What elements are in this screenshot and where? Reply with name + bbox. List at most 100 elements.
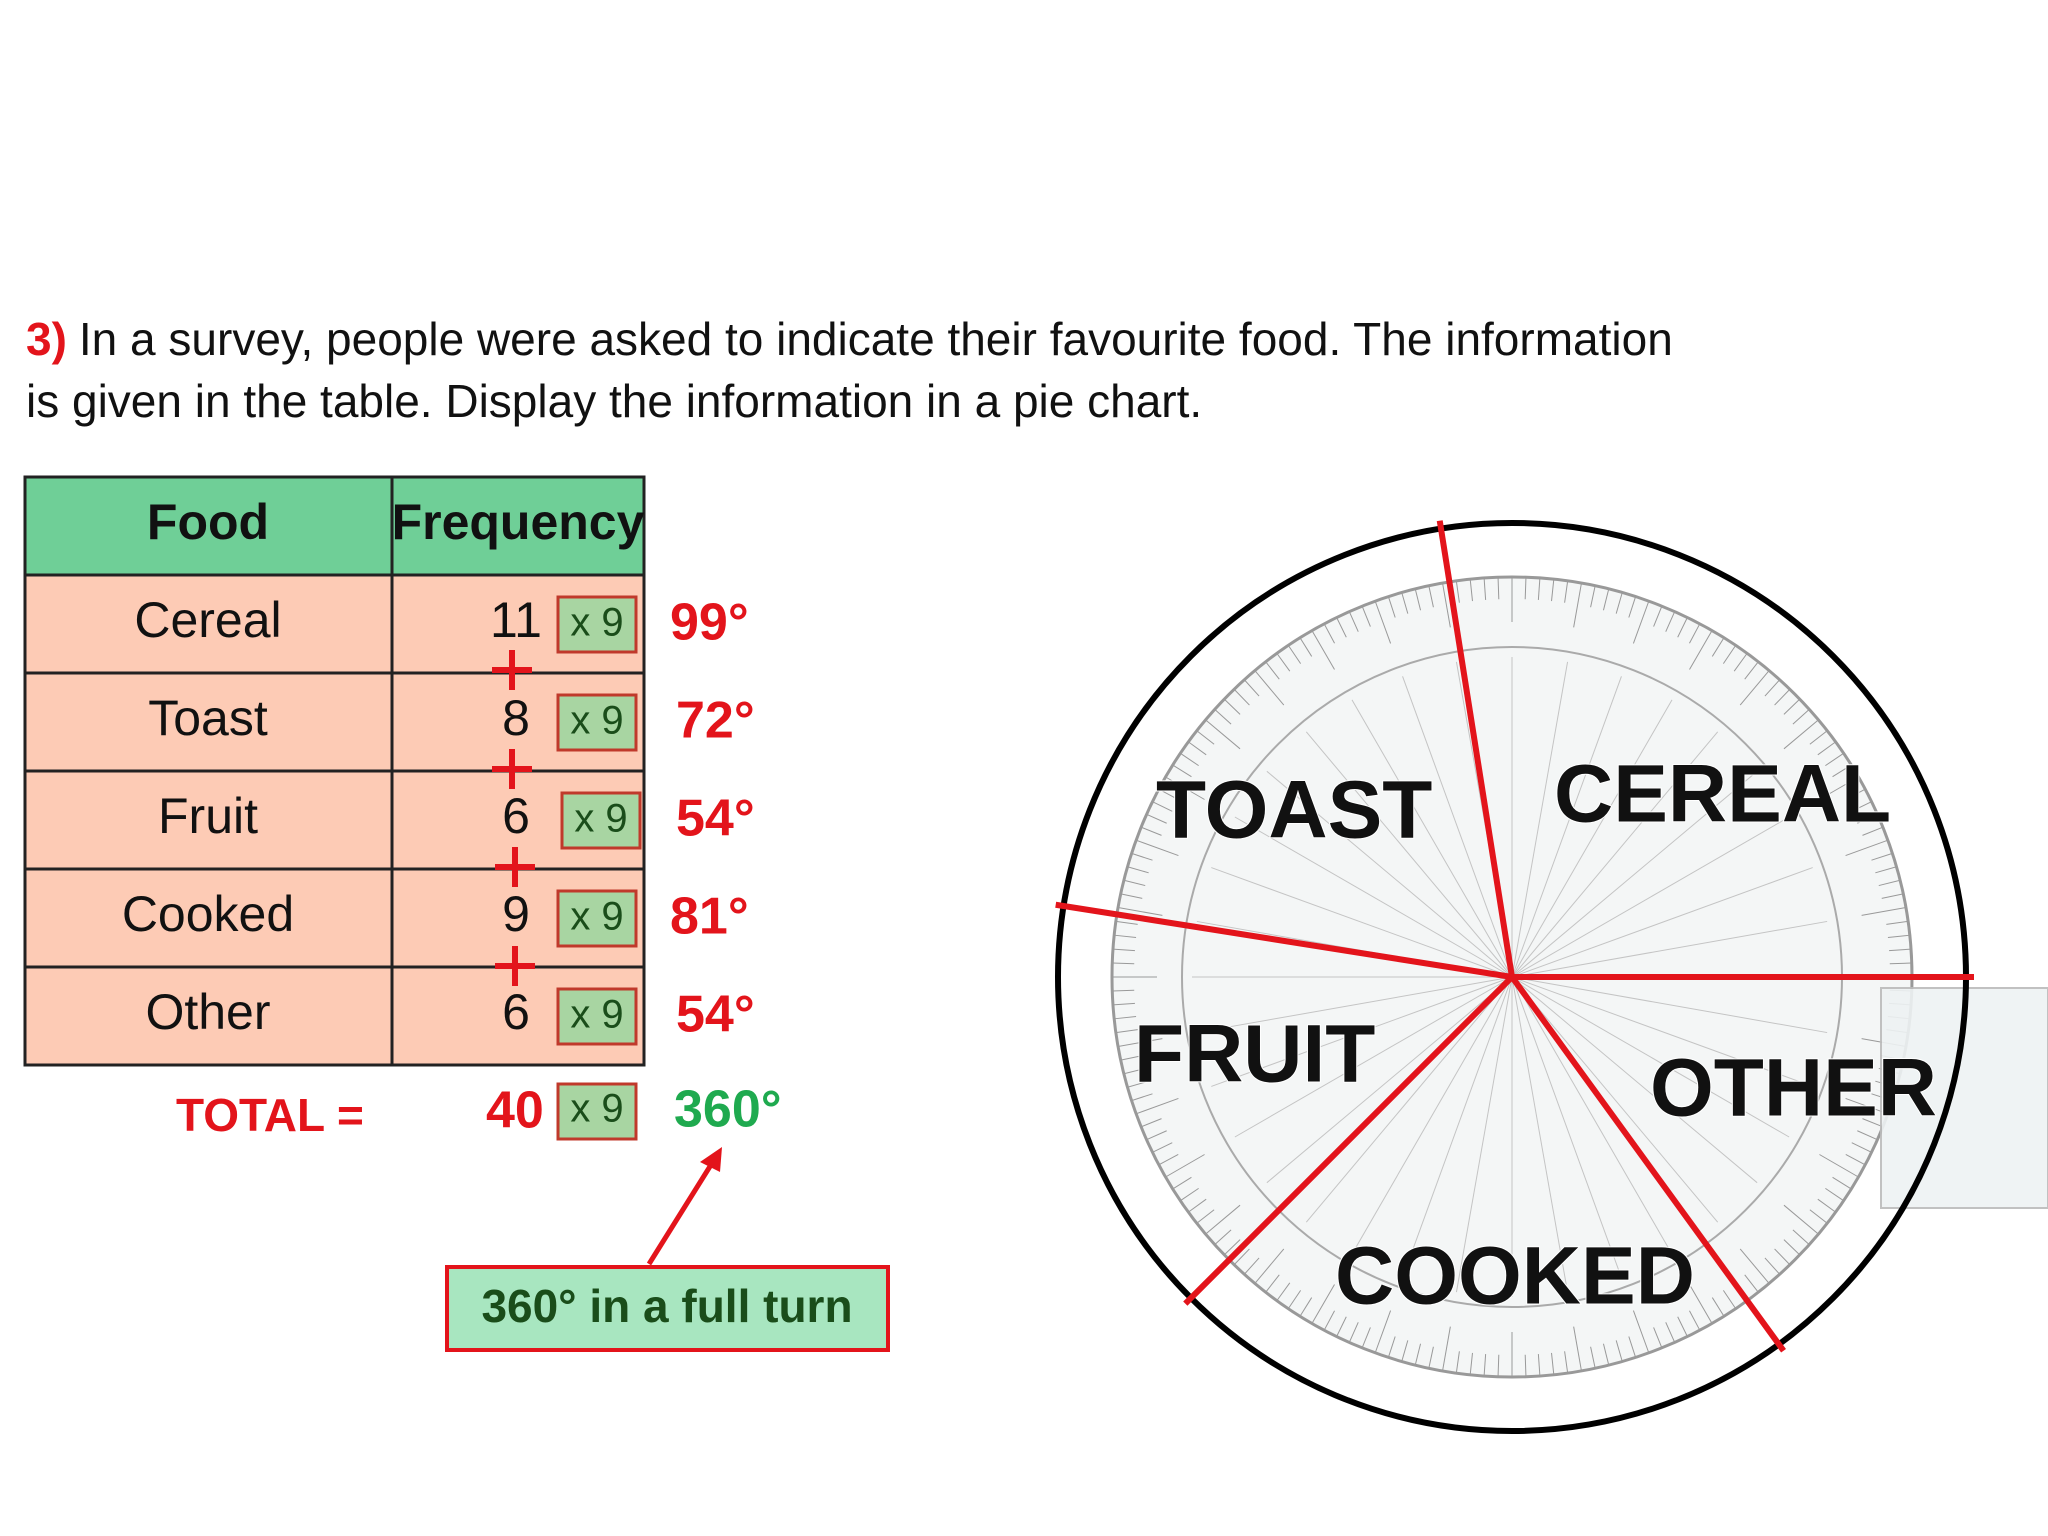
protractor-tick: [1180, 752, 1199, 767]
protractor-spoke: [1266, 770, 1513, 978]
protractor-tick: [1739, 670, 1770, 706]
header-food: Food: [147, 494, 269, 550]
protractor-spoke: [1511, 976, 1673, 1255]
protractor-spoke: [1511, 920, 1828, 978]
multiplier-box: [556, 987, 638, 1046]
protractor-tick: [1537, 577, 1541, 600]
protractor-spoke: [1511, 816, 1790, 978]
protractor-tick: [1497, 1354, 1500, 1377]
protractor-tick: [1428, 585, 1434, 608]
callout-box: [445, 1265, 890, 1352]
food-cell: Cereal: [134, 592, 281, 648]
protractor-tick: [1254, 1248, 1285, 1284]
multiplier: x 9: [574, 797, 627, 841]
protractor-tick: [1602, 588, 1610, 611]
sector-boundary: [1436, 520, 1515, 978]
protractor-tick: [1819, 1154, 1859, 1178]
protractor-tick: [1127, 1080, 1149, 1088]
protractor-tick: [1455, 580, 1460, 603]
protractor-tick: [1615, 592, 1623, 614]
protractor-tick: [1387, 596, 1396, 618]
protractor-spoke: [1234, 816, 1513, 978]
protractor-tick: [1857, 1130, 1878, 1141]
frequency-cell: 6: [502, 788, 530, 844]
protractor-spoke: [1511, 976, 1569, 1293]
pie-label: TOAST: [1156, 765, 1432, 856]
protractor-tick: [1483, 577, 1487, 600]
pie-label: CEREAL: [1554, 749, 1891, 840]
protractor-tick: [1243, 679, 1260, 697]
protractor-tick: [1243, 1257, 1260, 1275]
total-angle: 360°: [674, 1081, 782, 1139]
protractor-tick: [1483, 1354, 1487, 1377]
protractor-tick: [1551, 579, 1555, 602]
protractor-tick: [1127, 866, 1149, 874]
protractor-tick: [1131, 1093, 1153, 1102]
protractor-spoke: [1351, 699, 1513, 978]
protractor-tick: [1287, 1290, 1302, 1309]
question-number: 3): [26, 313, 67, 365]
protractor-tick: [1469, 1352, 1473, 1375]
multiplier-box: [560, 791, 642, 850]
protractor-tick: [1387, 1336, 1396, 1358]
protractor-spoke: [1511, 867, 1813, 978]
protractor-tick: [1551, 1352, 1555, 1375]
food-cell: Fruit: [158, 788, 258, 844]
protractor-spoke: [1351, 976, 1513, 1255]
protractor-tick: [1196, 730, 1215, 745]
multiplier: x 9: [570, 699, 623, 743]
protractor-tick: [1188, 1198, 1207, 1213]
protractor-tick: [1711, 1297, 1725, 1317]
protractor-tick: [1158, 788, 1179, 800]
protractor-tick: [1653, 1327, 1663, 1349]
frequency-cell: 6: [502, 984, 530, 1040]
protractor-tick: [1115, 1029, 1138, 1034]
protractor-tick: [1336, 1316, 1347, 1337]
protractor-tick: [1817, 1198, 1836, 1213]
multiplier-box: [556, 595, 638, 654]
protractor-tick: [1254, 670, 1285, 706]
protractor-tick: [1117, 1038, 1163, 1047]
protractor-tick: [1374, 600, 1392, 644]
protractor-tick: [1172, 764, 1192, 778]
protractor-spoke: [1511, 976, 1813, 1087]
protractor-spoke: [1511, 676, 1622, 978]
protractor-tick: [1165, 1154, 1205, 1178]
protractor-tick: [1783, 698, 1801, 715]
protractor-tick: [1114, 1016, 1137, 1020]
protractor-tick: [1886, 920, 1909, 925]
protractor-tick: [1414, 1343, 1422, 1366]
question-line: In a survey, people were asked to indica…: [79, 313, 1673, 365]
protractor-tick: [1764, 679, 1781, 697]
protractor-tick: [1265, 1274, 1280, 1293]
protractor-spoke: [1211, 867, 1513, 978]
protractor-tick: [1774, 688, 1791, 706]
pie-label: FRUIT: [1134, 1009, 1375, 1100]
protractor-tick: [1665, 611, 1676, 632]
protractor-tick: [1455, 1351, 1460, 1374]
angle-label: 54°: [676, 790, 755, 848]
pie-label: OTHER: [1650, 1043, 1937, 1134]
multiplier-box: [556, 1082, 638, 1141]
protractor-tick: [1265, 661, 1280, 680]
angle-label: 81°: [670, 888, 749, 946]
protractor-tick: [1590, 1346, 1596, 1369]
protractor-tick: [1205, 719, 1241, 750]
protractor-tick: [1120, 893, 1143, 899]
protractor-spoke: [1402, 676, 1513, 978]
protractor-tick: [1711, 637, 1725, 657]
protractor-tick: [1851, 801, 1872, 812]
protractor-tick: [1689, 1284, 1713, 1324]
protractor-tick: [1590, 585, 1596, 608]
protractor-spoke: [1266, 976, 1513, 1184]
protractor-tick: [1861, 907, 1907, 916]
protractor-tick: [1889, 962, 1912, 965]
protractor-tick: [1414, 588, 1422, 611]
protractor-tick: [1764, 1257, 1781, 1275]
protractor-spoke: [1511, 976, 1790, 1138]
protractor-tick: [1112, 1002, 1135, 1006]
protractor-tick: [1689, 630, 1713, 670]
protractor-tick: [1817, 741, 1836, 756]
protractor-tick: [1871, 852, 1893, 861]
question-line: is given in the table. Display the infor…: [26, 375, 1202, 427]
